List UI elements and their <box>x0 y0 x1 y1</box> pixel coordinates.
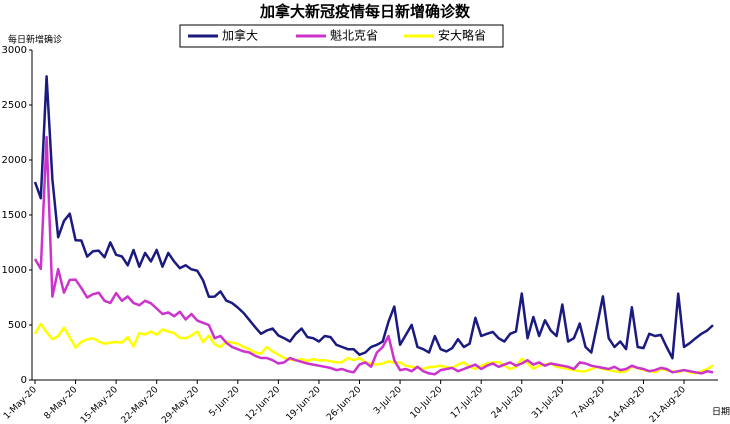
x-tick-label: 12-Jun-20 <box>244 385 282 423</box>
x-tick-label: 14-Aug-20 <box>607 385 647 424</box>
y-tick-label: 1500 <box>2 210 27 221</box>
y-tick-label: 0 <box>21 375 27 386</box>
legend-label: 魁北克省 <box>330 28 378 43</box>
legend-label: 加拿大 <box>222 28 258 43</box>
x-tick-label: 19-Jun-20 <box>285 385 323 423</box>
series-line <box>33 75 714 360</box>
legend-label: 安大略省 <box>438 28 486 43</box>
x-tick-label: 7-Aug-20 <box>571 385 607 421</box>
y-tick-label: 2000 <box>2 155 27 166</box>
x-tick-label: 15-May-20 <box>79 385 120 424</box>
x-tick-label: 29-May-20 <box>160 385 201 424</box>
y-tick-label: 3000 <box>2 45 27 56</box>
y-tick-label: 1000 <box>2 265 27 276</box>
x-tick-label: 1-May-20 <box>2 385 39 422</box>
x-tick-label: 21-Aug-20 <box>648 385 688 424</box>
x-tick-label: 17-Jul-20 <box>449 385 485 421</box>
x-tick-label: 10-Jul-20 <box>409 385 445 421</box>
x-tick-label: 3-Jul-20 <box>372 385 404 417</box>
x-tick-label: 31-Jul-20 <box>530 385 566 421</box>
y-axis-label: 每日新增确诊 <box>8 34 62 46</box>
series-line <box>33 135 714 376</box>
chart-title: 加拿大新冠疫情每日新增确诊数 <box>259 3 471 21</box>
x-tick-label: 8-May-20 <box>43 385 80 422</box>
x-tick-label: 5-Jun-20 <box>208 385 242 419</box>
x-tick-label: 26-Jun-20 <box>325 385 363 423</box>
y-tick-label: 2500 <box>2 100 27 111</box>
x-axis-label: 日期 <box>712 407 730 418</box>
y-tick-label: 500 <box>8 320 27 331</box>
x-tick-label: 22-May-20 <box>120 385 161 424</box>
legend <box>179 24 504 48</box>
series-line <box>33 322 714 375</box>
x-tick-label: 24-Jul-20 <box>490 385 526 421</box>
